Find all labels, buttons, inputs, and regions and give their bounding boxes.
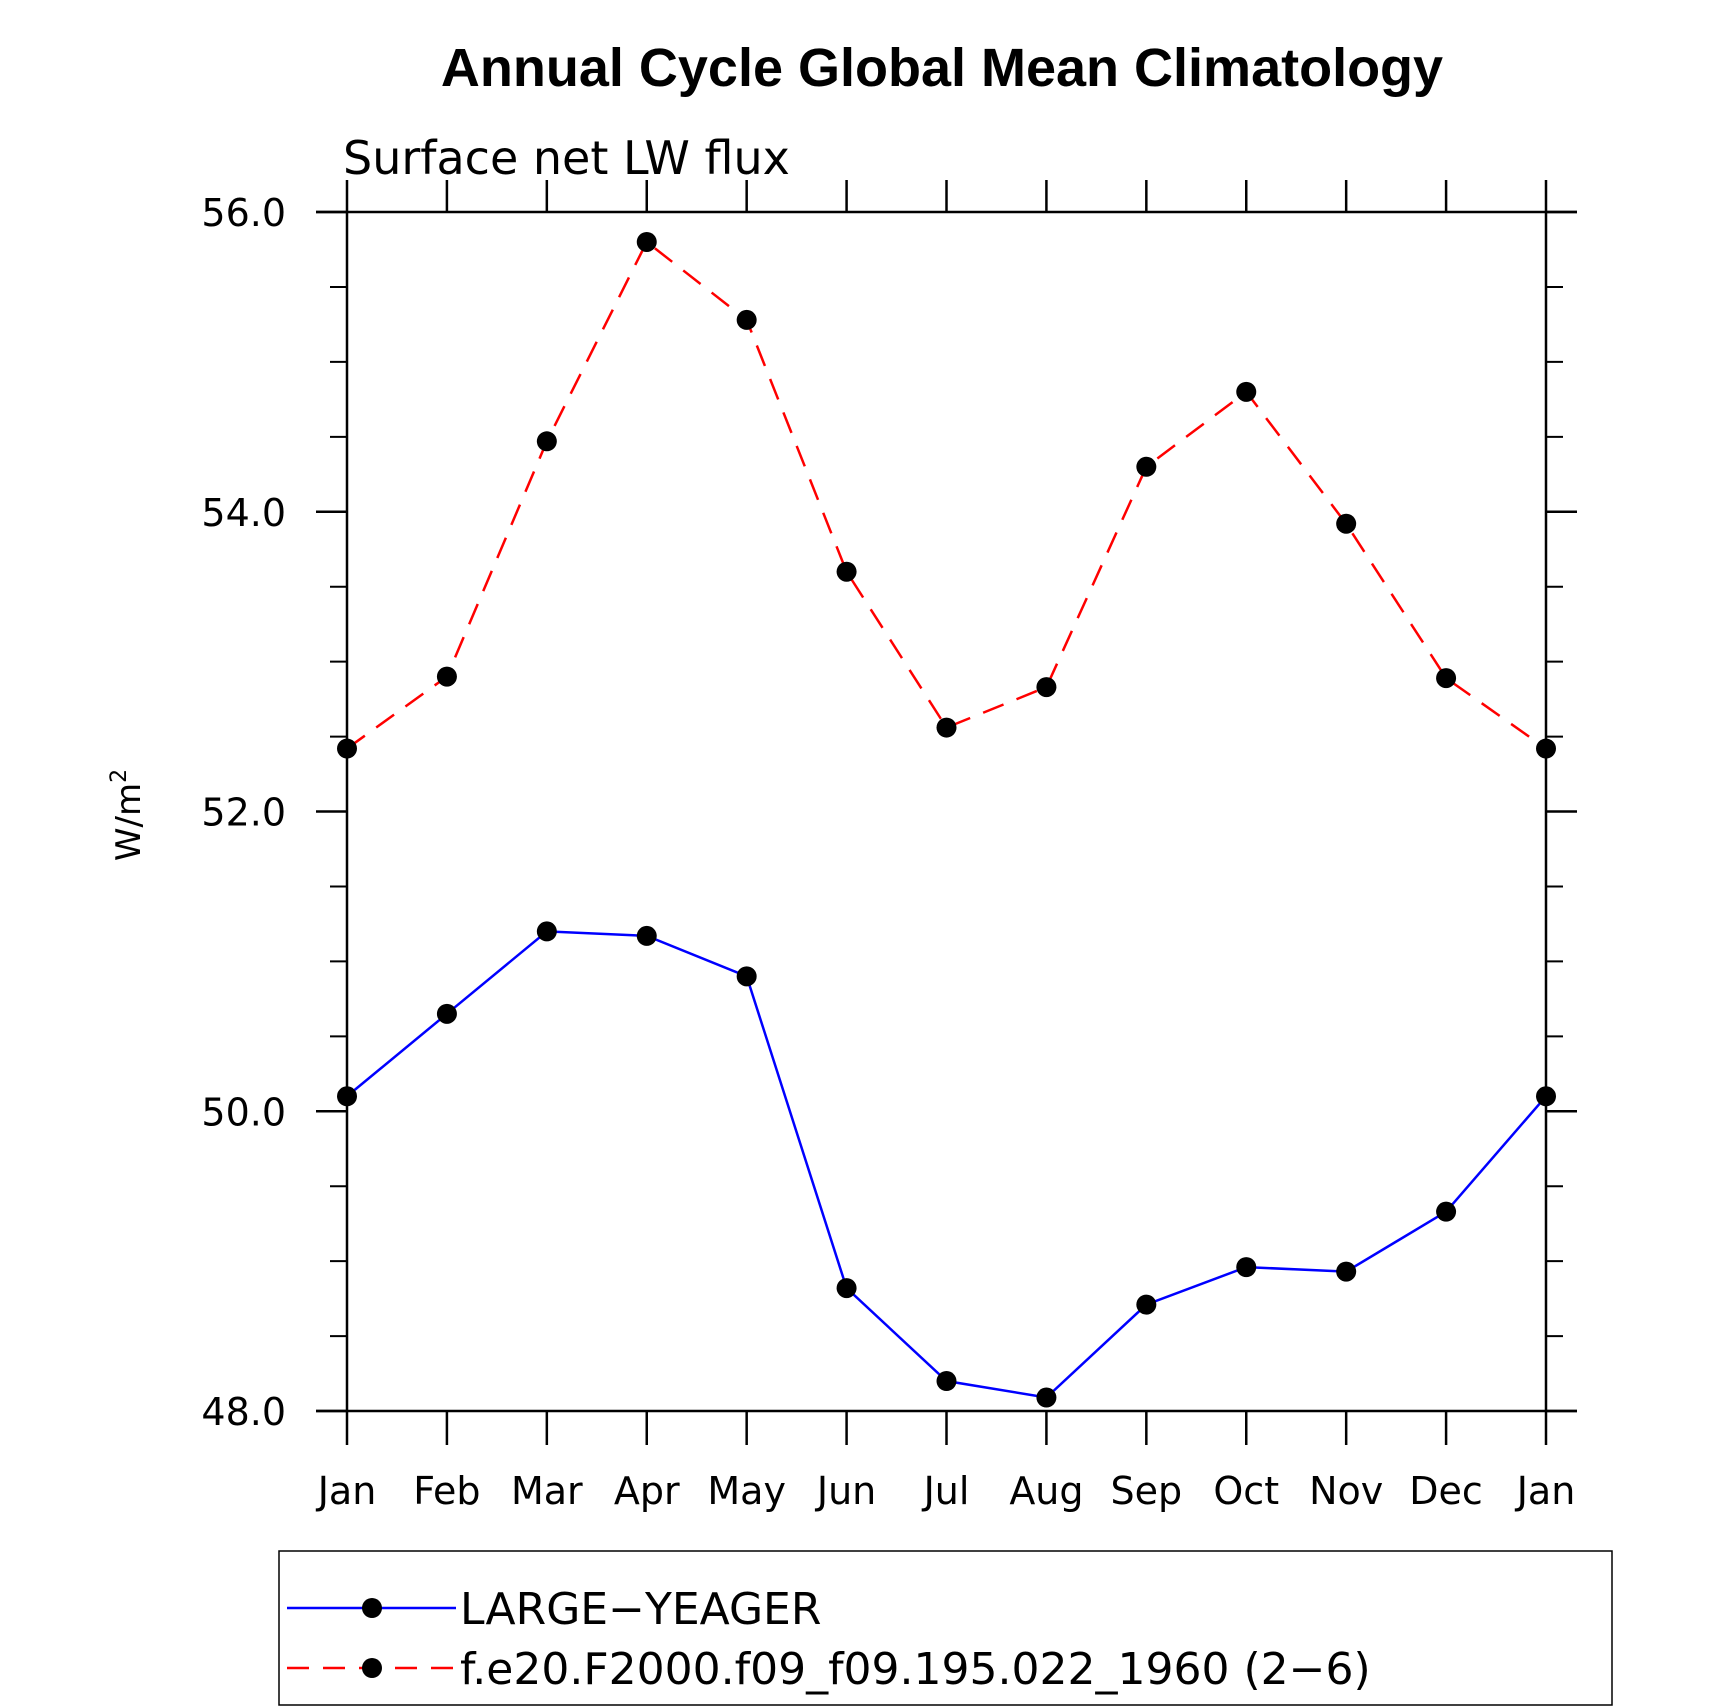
data-point (1436, 668, 1457, 689)
data-point (1536, 738, 1556, 759)
data-point (1236, 381, 1257, 402)
x-tick-label: Nov (1309, 1469, 1383, 1513)
data-point (1136, 1294, 1157, 1315)
data-point (1236, 1257, 1257, 1278)
x-tick-label: Mar (511, 1469, 583, 1513)
data-point (1136, 456, 1157, 477)
y-tick-label: 50.0 (201, 1090, 286, 1134)
data-point (1536, 1086, 1556, 1107)
svg-text:W/m2: W/m2 (107, 769, 149, 861)
series-line (346, 930, 1547, 1399)
y-axis-label: W/m2 (107, 769, 149, 861)
x-tick-label: Sep (1111, 1469, 1183, 1513)
legend-marker-0 (362, 1598, 382, 1618)
data-point (1336, 1261, 1357, 1282)
y-tick-label: 48.0 (201, 1390, 286, 1434)
x-tick-label: Dec (1409, 1469, 1483, 1513)
data-point (436, 1003, 457, 1024)
series-line (346, 240, 1547, 750)
x-tick-label: Jul (922, 1469, 970, 1513)
legend-label-0: LARGE−YEAGER (460, 1584, 821, 1635)
data-point (1036, 677, 1057, 698)
data-point (936, 1371, 957, 1392)
data-point (936, 717, 957, 738)
axes: Jan Feb Mar Apr May Jun Jul Aug Sep Oct Nov Dec Jan 4… (201, 180, 1577, 1513)
data-point (636, 231, 657, 252)
legend-marker-1 (362, 1658, 382, 1678)
data-point (536, 431, 557, 452)
data-point (436, 666, 457, 687)
y-axis-label-superscript: 2 (107, 769, 132, 783)
x-tick-label: Oct (1213, 1469, 1279, 1513)
data-point (736, 966, 757, 987)
x-tick-label: Feb (413, 1469, 480, 1513)
data-point (1336, 513, 1357, 534)
x-tick-label: Aug (1009, 1469, 1083, 1513)
chart-subtitle: Surface net LW flux (343, 131, 790, 185)
data-point (636, 925, 657, 946)
data-point (536, 921, 557, 942)
series-layer (337, 231, 1556, 1408)
series-1 (337, 231, 1556, 759)
x-tick-label: Apr (614, 1469, 680, 1513)
legend-label-1: f.e20.F2000.f09_f09.195.022_1960 (2−6) (460, 1644, 1371, 1695)
x-tick-label: Jan (316, 1469, 377, 1513)
x-tick-label: May (707, 1469, 786, 1513)
y-tick-label: 56.0 (201, 191, 286, 235)
data-point (337, 1086, 357, 1107)
y-tick-label: 54.0 (201, 491, 286, 535)
y-axis-label-text: W/m (109, 783, 149, 861)
x-tick-label: Jun (815, 1469, 876, 1513)
series-0 (337, 921, 1556, 1408)
legend: LARGE−YEAGER f.e20.F2000.f09_f09.195.022_… (278, 1550, 1613, 1706)
legend-box (278, 1550, 1613, 1706)
x-tick-label: Jan (1515, 1469, 1576, 1513)
data-point (337, 738, 357, 759)
y-tick-label: 52.0 (201, 791, 286, 835)
chart-title: Annual Cycle Global Mean Climatology (441, 38, 1443, 98)
data-point (736, 309, 757, 330)
data-point (1436, 1201, 1457, 1222)
data-point (836, 1278, 857, 1299)
data-point (1036, 1387, 1057, 1408)
data-point (836, 561, 857, 582)
